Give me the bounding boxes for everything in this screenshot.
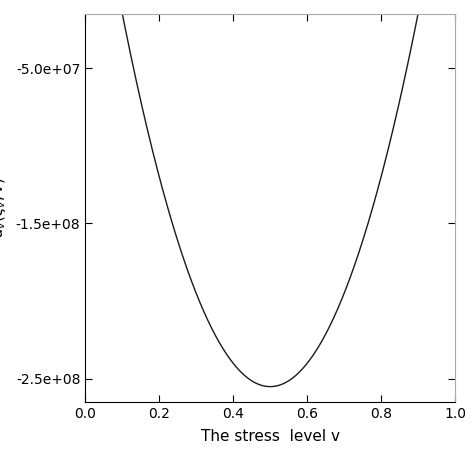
X-axis label: The stress  level v: The stress level v [201,430,340,444]
Y-axis label: $d_v(\xi_v, v)$: $d_v(\xi_v, v)$ [0,177,8,239]
